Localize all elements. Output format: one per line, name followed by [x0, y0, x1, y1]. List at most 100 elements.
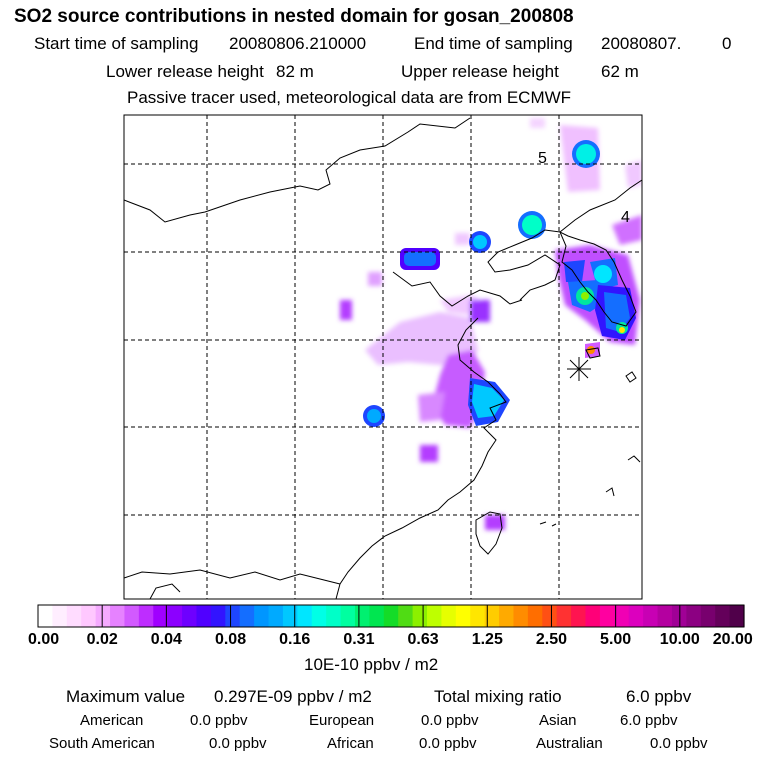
max-value: 0.297E-09 ppbv / m2 — [214, 687, 372, 706]
colorbar-swatch — [81, 605, 97, 627]
colorbar-swatch — [340, 605, 356, 627]
colorbar-swatch — [499, 605, 515, 627]
region-name: Asian — [539, 712, 577, 729]
colorbar-swatch — [398, 605, 414, 627]
colorbar-swatch — [254, 605, 270, 627]
colorbar-swatch — [628, 605, 644, 627]
colorbar-swatch — [225, 605, 241, 627]
colorbar-swatch — [282, 605, 298, 627]
colorbar-swatch — [556, 605, 572, 627]
colorbar-swatch — [729, 605, 745, 627]
end-time-label: End time of sampling — [414, 34, 573, 53]
colorbar-swatch — [599, 605, 615, 627]
colorbar-swatch — [412, 605, 428, 627]
upper-release-value: 62 m — [601, 62, 639, 81]
end-time-value: 20080807. — [601, 34, 682, 53]
colorbar-swatch — [153, 605, 169, 627]
region-name: American — [80, 712, 144, 729]
colorbar-swatch — [383, 605, 399, 627]
colorbar-tick-label: 0.08 — [214, 631, 247, 648]
colorbar-swatch — [715, 605, 731, 627]
lat-lon-grid — [124, 115, 642, 599]
colorbar-tick-label: 0.04 — [150, 631, 182, 648]
colorbar-swatch — [614, 605, 630, 627]
coastlines — [124, 117, 642, 599]
region-value: 0.0 ppbv — [209, 735, 267, 752]
colorbar-frame — [37, 604, 745, 628]
colorbar-tick-label: 0.02 — [86, 631, 118, 648]
colorbar-swatch — [182, 605, 198, 627]
lower-release-label: Lower release height — [106, 62, 264, 81]
colorbar-tick-label: 0.16 — [279, 631, 311, 648]
start-time-value: 20080806.210000 — [229, 34, 367, 53]
colorbar-tick-label: 1.25 — [471, 631, 503, 648]
colorbar-swatch — [52, 605, 68, 627]
colorbar-swatch — [542, 605, 558, 627]
concentration-hotspots — [363, 140, 636, 427]
colorbar-tick-label: 0.63 — [407, 631, 439, 648]
colorbar-tick-label: 5.00 — [600, 631, 632, 648]
colorbar-dividers — [101, 605, 681, 627]
lower-release-value: 82 m — [276, 62, 314, 81]
plot-title: SO2 source contributions in nested domai… — [14, 6, 574, 27]
tracer-note: Passive tracer used, meteorological data… — [127, 88, 572, 107]
map-frame — [123, 114, 643, 600]
colorbar-swatch — [455, 605, 471, 627]
colorbar — [37, 604, 745, 628]
region-value: 0.0 ppbv — [650, 735, 708, 752]
colorbar-tick-label: 10.00 — [659, 631, 700, 648]
total-mixing-label: Total mixing ratio — [434, 687, 562, 706]
colorbar-tick-label: 2.50 — [535, 631, 568, 648]
contour-label-4: 4 — [621, 209, 630, 226]
colorbar-swatch — [167, 605, 183, 627]
colorbar-swatch — [38, 605, 54, 627]
total-mixing-value: 6.0 ppbv — [626, 687, 692, 706]
colorbar-swatch — [427, 605, 443, 627]
colorbar-swatch — [297, 605, 313, 627]
colorbar-unit-label: 10E-10 ppbv / m2 — [304, 655, 439, 674]
colorbar-swatch — [513, 605, 529, 627]
colorbar-swatch — [470, 605, 486, 627]
region-name: Australian — [536, 735, 603, 752]
colorbar-swatch — [571, 605, 587, 627]
colorbar-swatch — [124, 605, 140, 627]
colorbar-swatch — [527, 605, 543, 627]
colorbar-swatch — [196, 605, 212, 627]
colorbar-swatch — [138, 605, 154, 627]
colorbar-swatch — [239, 605, 255, 627]
colorbar-swatch — [686, 605, 702, 627]
upper-release-label: Upper release height — [401, 62, 559, 81]
region-value: 6.0 ppbv — [620, 712, 678, 729]
colorbar-swatch — [700, 605, 716, 627]
start-time-label: Start time of sampling — [34, 34, 199, 53]
colorbar-swatch — [585, 605, 601, 627]
colorbar-swatch — [95, 605, 111, 627]
concentration-map: 5 4 — [123, 114, 643, 600]
end-time-suffix: 0 — [722, 34, 732, 53]
colorbar-swatch — [484, 605, 500, 627]
colorbar-tick-label: 0.31 — [343, 631, 375, 648]
colorbar-swatch — [66, 605, 82, 627]
colorbar-swatch — [110, 605, 126, 627]
region-name: African — [327, 735, 374, 752]
colorbar-swatch — [369, 605, 385, 627]
colorbar-tick-label: 0.00 — [28, 631, 60, 648]
colorbar-swatch — [268, 605, 284, 627]
colorbar-swatch — [311, 605, 327, 627]
colorbar-tick-label: 20.00 — [712, 631, 753, 648]
colorbar-swatches — [38, 605, 745, 627]
region-value: 0.0 ppbv — [419, 735, 477, 752]
contour-label-5: 5 — [538, 150, 547, 167]
colorbar-swatch — [210, 605, 226, 627]
region-value: 0.0 ppbv — [190, 712, 248, 729]
colorbar-swatch — [326, 605, 342, 627]
region-value: 0.0 ppbv — [421, 712, 479, 729]
colorbar-swatch — [657, 605, 673, 627]
colorbar-swatch — [441, 605, 457, 627]
colorbar-swatch — [354, 605, 370, 627]
max-value-label: Maximum value — [66, 687, 186, 706]
asterisk-icon — [567, 357, 591, 381]
region-name: European — [309, 712, 375, 729]
colorbar-swatch — [643, 605, 659, 627]
